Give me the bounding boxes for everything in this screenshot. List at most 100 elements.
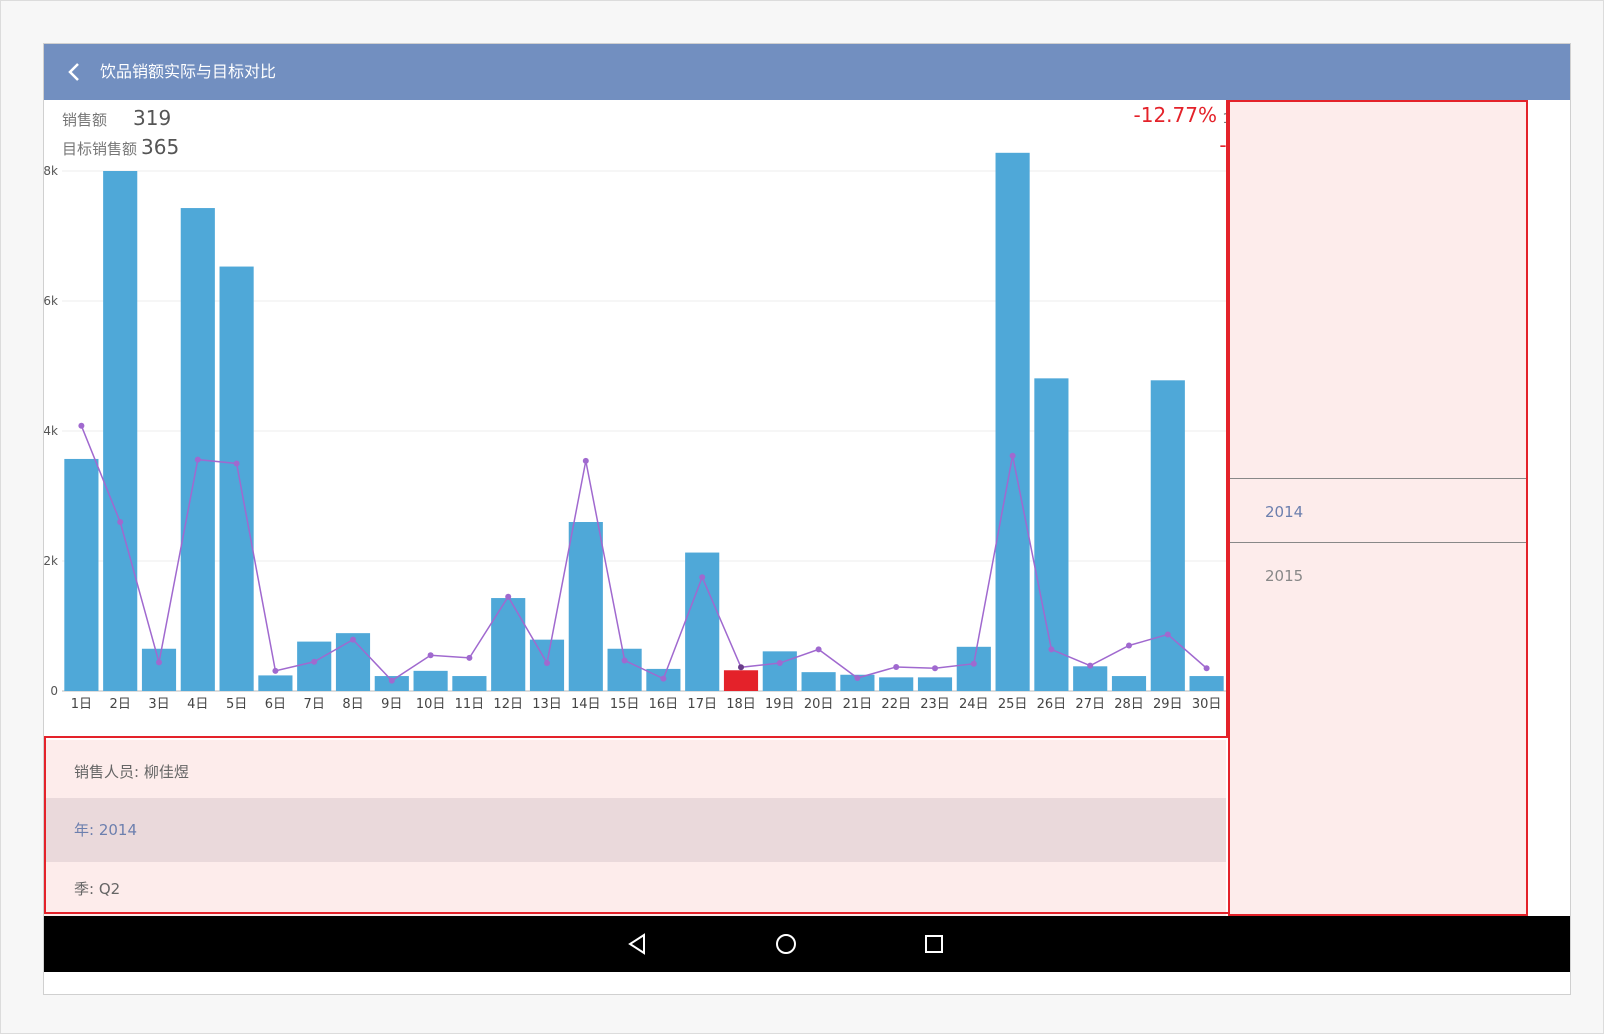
percent-change: -12.77%: [1133, 103, 1217, 127]
page-title: 饮品销额实际与目标对比: [100, 62, 277, 81]
nav-back-icon[interactable]: [624, 929, 654, 959]
x-tick-label: 21日: [843, 697, 873, 712]
x-tick-label: 10日: [416, 697, 446, 712]
x-tick-label: 20日: [804, 697, 834, 712]
target-point: [117, 519, 124, 525]
target-point: [78, 422, 85, 429]
x-tick-label: 7日: [304, 697, 325, 712]
x-tick-label: 2日: [110, 697, 131, 712]
bar[interactable]: [840, 674, 875, 691]
nav-home-icon[interactable]: [771, 929, 801, 959]
x-tick-label: 30日: [1192, 697, 1222, 712]
bar[interactable]: [335, 633, 371, 691]
target-point: [1009, 452, 1016, 459]
back-arrow-icon[interactable]: [64, 61, 86, 83]
bar[interactable]: [452, 676, 487, 691]
target-point: [388, 677, 395, 684]
target-point: [1048, 646, 1055, 653]
divider: [1229, 542, 1527, 543]
x-tick-label: 16日: [649, 697, 679, 712]
filter-salesperson[interactable]: 销售人员: 柳佳煜: [44, 740, 1226, 804]
x-tick-label: 6日: [265, 697, 286, 712]
x-tick-label: 19日: [765, 697, 795, 712]
y-tick-label: 4k: [44, 424, 58, 438]
bar[interactable]: [1034, 378, 1069, 691]
bar[interactable]: [607, 648, 642, 691]
bar[interactable]: [879, 677, 914, 691]
x-tick-label: 23日: [920, 697, 950, 712]
target-point: [1087, 662, 1094, 669]
x-tick-label: 18日: [726, 697, 756, 712]
target-point: [466, 654, 473, 661]
sales-stat: 销售额 319: [62, 106, 171, 130]
target-point: [1164, 631, 1171, 638]
sales-label: 销售额: [62, 111, 108, 129]
target-point: [194, 456, 201, 463]
year-panel: 2014 2015: [1228, 100, 1527, 916]
y-tick-label: 2k: [44, 554, 58, 568]
x-tick-label: 26日: [1037, 697, 1067, 712]
nav-recent-icon[interactable]: [919, 929, 949, 959]
bar[interactable]: [801, 672, 836, 691]
year-item-2014[interactable]: 2014: [1265, 503, 1304, 521]
divider: [1229, 478, 1527, 479]
x-tick-label: 28日: [1114, 697, 1144, 712]
bar[interactable]: [723, 670, 759, 691]
bar[interactable]: [1073, 666, 1108, 691]
x-tick-label: 14日: [571, 697, 601, 712]
bar[interactable]: [141, 648, 177, 691]
target-point: [156, 659, 162, 666]
target-point: [660, 675, 667, 682]
filter-quarter[interactable]: 季: Q2: [44, 862, 1226, 916]
bar[interactable]: [762, 651, 797, 691]
target-point: [350, 636, 356, 643]
target-point: [427, 652, 434, 659]
bar[interactable]: [917, 677, 953, 691]
target-point: [815, 646, 822, 653]
x-tick-label: 17日: [687, 697, 717, 712]
target-point: [854, 675, 861, 681]
bar[interactable]: [568, 522, 603, 691]
bar[interactable]: [258, 675, 293, 691]
target-point: [893, 663, 900, 670]
filter-year[interactable]: 年: 2014: [44, 798, 1226, 862]
bar[interactable]: [995, 152, 1030, 692]
bar[interactable]: [297, 641, 332, 691]
bar[interactable]: [413, 670, 448, 691]
bar[interactable]: [491, 598, 526, 691]
bar[interactable]: [1111, 676, 1147, 691]
filter-list: 销售人员: 柳佳煜 年: 2014 季: Q2: [44, 740, 1226, 916]
sales-chart[interactable]: 0 2k 4k 6k 8k 1日 2日 3日 4日 5日 6日 7日 8日 9日 10日 11日 12日 13日 1…: [44, 100, 1270, 740]
target-stat: 目标销售额 365: [62, 135, 179, 159]
target-label: 目标销售额: [62, 140, 138, 158]
target-point: [582, 457, 589, 464]
x-tick-label: 5日: [226, 697, 247, 712]
x-tick-label: 11日: [455, 697, 485, 712]
bar[interactable]: [685, 552, 720, 691]
x-tick-label: 24日: [959, 697, 989, 712]
android-nav-bar: [44, 916, 1570, 972]
x-tick-label: 1日: [71, 697, 92, 712]
target-point: [621, 657, 628, 664]
bar[interactable]: [103, 171, 138, 691]
bar[interactable]: [219, 266, 254, 691]
bar[interactable]: [956, 646, 991, 691]
target-point: [233, 460, 240, 467]
x-tick-label: 9日: [381, 697, 402, 712]
x-tick-label: 29日: [1153, 697, 1183, 712]
bar[interactable]: [180, 208, 215, 692]
app-bar: 饮品销额实际与目标对比: [44, 44, 1570, 100]
target-point: [311, 658, 318, 665]
year-item-2015[interactable]: 2015: [1265, 567, 1304, 585]
bar[interactable]: [1189, 676, 1224, 691]
x-tick-label: 12日: [493, 697, 523, 712]
bar[interactable]: [64, 458, 99, 691]
x-tick-label: 8日: [342, 697, 363, 712]
bar[interactable]: [1150, 380, 1185, 691]
x-tick-label: 15日: [610, 697, 640, 712]
x-tick-label: 3日: [148, 697, 169, 712]
target-point: [505, 593, 512, 600]
